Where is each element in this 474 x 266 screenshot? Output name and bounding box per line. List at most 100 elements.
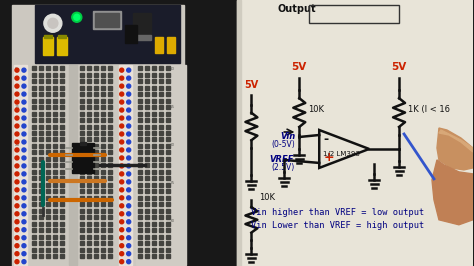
Bar bbox=[145, 235, 149, 239]
Bar bbox=[108, 73, 112, 77]
Bar bbox=[137, 73, 142, 77]
Bar bbox=[80, 157, 84, 161]
Bar bbox=[80, 189, 84, 193]
Text: 30: 30 bbox=[15, 219, 20, 223]
Bar bbox=[46, 118, 50, 122]
Bar bbox=[165, 124, 170, 128]
Bar bbox=[159, 66, 163, 70]
Bar bbox=[32, 202, 36, 206]
Bar bbox=[165, 215, 170, 219]
Bar bbox=[108, 215, 112, 219]
Bar bbox=[32, 176, 36, 180]
Bar bbox=[60, 189, 64, 193]
Bar bbox=[165, 105, 170, 109]
Bar bbox=[101, 144, 105, 148]
Bar bbox=[39, 248, 43, 252]
Bar bbox=[80, 73, 84, 77]
Bar bbox=[39, 66, 43, 70]
Bar bbox=[159, 73, 163, 77]
Bar bbox=[165, 92, 170, 96]
Bar bbox=[309, 5, 399, 23]
Circle shape bbox=[22, 196, 26, 200]
Circle shape bbox=[120, 228, 124, 232]
Bar bbox=[80, 131, 84, 135]
Bar bbox=[152, 254, 155, 258]
Bar bbox=[80, 163, 84, 167]
Circle shape bbox=[127, 68, 131, 72]
Bar bbox=[94, 170, 98, 174]
Bar bbox=[46, 241, 50, 245]
Bar bbox=[39, 92, 43, 96]
Circle shape bbox=[22, 236, 26, 240]
Circle shape bbox=[127, 188, 131, 192]
Bar bbox=[108, 138, 112, 142]
Bar bbox=[137, 215, 142, 219]
Bar bbox=[46, 248, 50, 252]
Bar bbox=[108, 248, 112, 252]
Bar bbox=[145, 170, 149, 174]
Bar bbox=[137, 157, 142, 161]
Bar bbox=[165, 248, 170, 252]
Bar bbox=[159, 124, 163, 128]
Bar bbox=[39, 163, 43, 167]
Bar bbox=[46, 66, 50, 70]
Circle shape bbox=[127, 236, 131, 240]
Bar bbox=[101, 111, 105, 115]
Polygon shape bbox=[432, 160, 473, 225]
Bar bbox=[237, 0, 473, 266]
Bar bbox=[87, 131, 91, 135]
Bar bbox=[53, 86, 57, 90]
Text: 25: 25 bbox=[15, 181, 20, 185]
Bar bbox=[152, 138, 155, 142]
Circle shape bbox=[127, 132, 131, 136]
Bar bbox=[60, 163, 64, 167]
Bar bbox=[152, 163, 155, 167]
Bar bbox=[101, 228, 105, 232]
Bar bbox=[108, 144, 112, 148]
Circle shape bbox=[22, 188, 26, 192]
Bar bbox=[145, 183, 149, 187]
Bar bbox=[46, 209, 50, 213]
Bar bbox=[39, 138, 43, 142]
Bar bbox=[39, 189, 43, 193]
Bar bbox=[152, 66, 155, 70]
Circle shape bbox=[72, 12, 82, 22]
Circle shape bbox=[15, 236, 19, 240]
Bar bbox=[32, 92, 36, 96]
Circle shape bbox=[74, 14, 80, 20]
Circle shape bbox=[120, 124, 124, 128]
Bar bbox=[101, 196, 105, 200]
Bar bbox=[46, 111, 50, 115]
Bar bbox=[165, 144, 170, 148]
Bar bbox=[39, 196, 43, 200]
Bar bbox=[60, 202, 64, 206]
Bar bbox=[46, 183, 50, 187]
Bar bbox=[137, 163, 142, 167]
Bar bbox=[152, 105, 155, 109]
Bar bbox=[46, 144, 50, 148]
Circle shape bbox=[120, 260, 124, 264]
Bar bbox=[46, 254, 50, 258]
Bar bbox=[152, 176, 155, 180]
Bar bbox=[44, 35, 52, 38]
Bar bbox=[165, 73, 170, 77]
Circle shape bbox=[22, 204, 26, 208]
Bar bbox=[93, 11, 121, 29]
Bar bbox=[53, 228, 57, 232]
Bar bbox=[145, 209, 149, 213]
Circle shape bbox=[15, 196, 19, 200]
Bar bbox=[165, 66, 170, 70]
Bar bbox=[145, 144, 149, 148]
Bar bbox=[53, 66, 57, 70]
Circle shape bbox=[120, 100, 124, 104]
Bar bbox=[87, 151, 91, 155]
Circle shape bbox=[127, 172, 131, 176]
Bar bbox=[108, 196, 112, 200]
Bar bbox=[165, 131, 170, 135]
Circle shape bbox=[22, 92, 26, 96]
Bar bbox=[101, 92, 105, 96]
Bar bbox=[152, 92, 155, 96]
Bar bbox=[80, 105, 84, 109]
Bar bbox=[152, 235, 155, 239]
Bar bbox=[39, 118, 43, 122]
